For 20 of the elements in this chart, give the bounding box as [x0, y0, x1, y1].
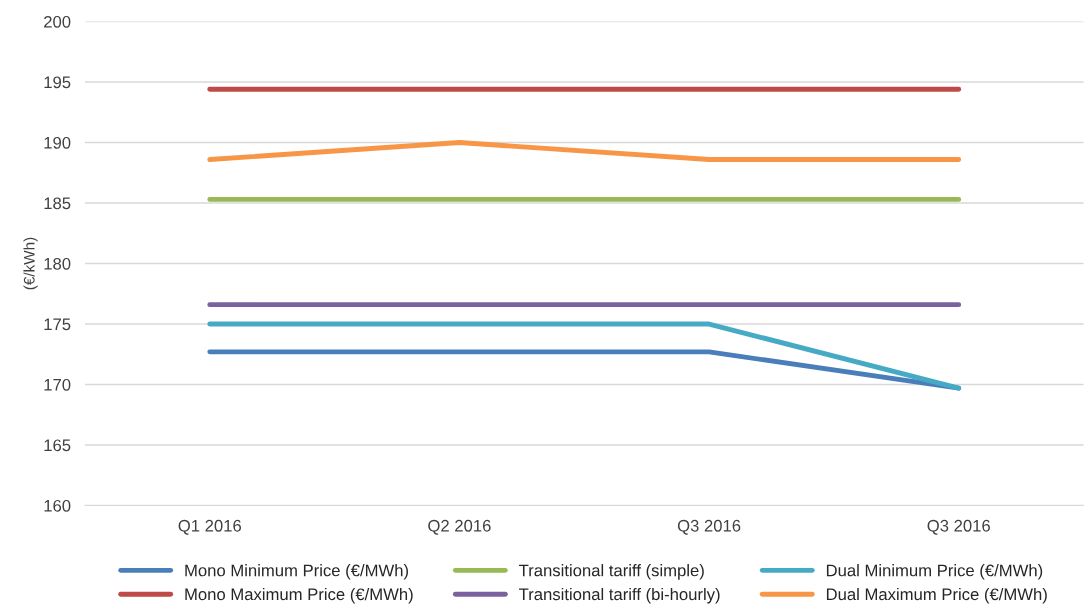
x-tick-label: Q2 2016	[428, 519, 491, 535]
legend-label: Transitional tariff (bi-hourly)	[519, 587, 720, 604]
y-tick-label: 195	[44, 76, 71, 89]
legend-label: Transitional tariff (simple)	[519, 564, 704, 580]
y-tick-label: 160	[44, 499, 71, 512]
legend-label: Mono Minimum Price (€/MWh)	[185, 564, 409, 580]
y-tick-label: 175	[44, 318, 71, 331]
x-tick-label: Q1 2016	[178, 519, 242, 535]
legend-label: Mono Maximum Price (€/MWh)	[185, 587, 413, 604]
y-tick-label: 190	[44, 136, 71, 149]
legend-label: Dual Minimum Price (€/MWh)	[826, 564, 1043, 580]
y-tick-label: 185	[44, 197, 71, 210]
y-tick-label: 170	[44, 378, 71, 391]
y-tick-label: 165	[44, 439, 71, 452]
y-tick-label: 180	[44, 257, 71, 270]
y-tick-label: 200	[44, 15, 71, 28]
legend-label: Dual Maximum Price (€/MWh)	[826, 587, 1047, 604]
x-tick-label: Q3 2016	[927, 519, 990, 535]
x-tick-label: Q3 2016	[677, 519, 741, 535]
y-axis-title: (€/kWh)	[23, 237, 38, 290]
